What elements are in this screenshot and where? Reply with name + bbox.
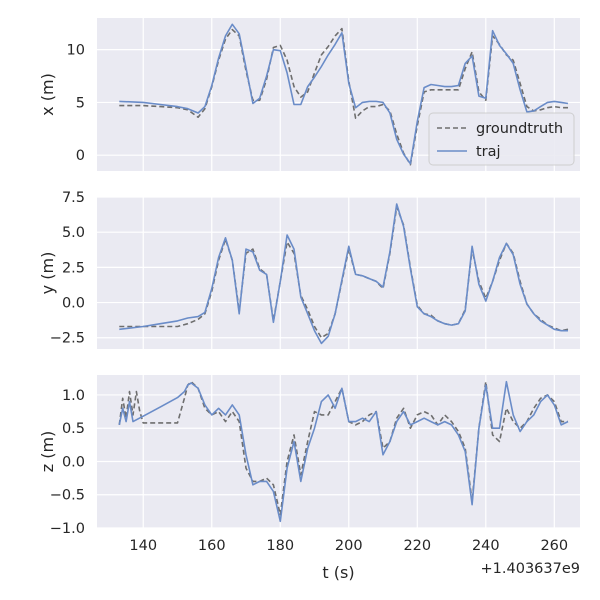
y-tick-label: 0.0 (62, 296, 85, 312)
series-line-traj (118, 380, 569, 523)
y-tick-label: 10 (67, 43, 85, 59)
y-tick-label: −2.5 (50, 331, 85, 347)
plot-background (97, 197, 580, 349)
x-tick-label: 160 (198, 538, 226, 554)
x-axis-offset-label: +1.403637e9 (481, 561, 580, 577)
y-tick-label: 7.5 (62, 190, 85, 206)
x-tick-label: 180 (266, 538, 294, 554)
x-tick-label: 140 (129, 538, 157, 554)
y-axis-label: x (m) (38, 73, 57, 116)
series-line-traj (119, 23, 569, 165)
y-tick-label: 0.0 (62, 454, 85, 470)
x-tick-label: 260 (540, 538, 568, 554)
legend-entry: traj (476, 144, 501, 160)
y-tick-label: 1.0 (62, 388, 85, 404)
x-axis-label: t (s) (322, 563, 354, 582)
y-tick-label: 5 (76, 95, 85, 111)
series-line-groundtruth (119, 27, 568, 166)
x-tick-label: 240 (472, 538, 500, 554)
z-position-panel: −1.0 −0.5 0.0 0.5 1.0 z (m) 140 160 180 200 220 240… (38, 375, 580, 582)
y-axis-label: y (m) (38, 252, 57, 295)
y-position-panel: −2.5 0.0 2.5 5.0 7.5 y (m) (38, 190, 580, 349)
x-tick-label: 200 (335, 538, 363, 554)
legend-entry: groundtruth (476, 121, 563, 137)
y-axis-label: z (m) (38, 431, 57, 473)
y-tick-label: −1.0 (50, 521, 85, 537)
y-tick-label: 5.0 (62, 225, 85, 241)
legend: groundtruth traj (428, 112, 575, 166)
legend-box (428, 112, 575, 166)
x-tick-label: 220 (403, 538, 431, 554)
series-line-traj (119, 203, 568, 345)
y-tick-label: 0.5 (62, 421, 85, 437)
x-position-panel: 0 5 10 x (m) groundtruth traj (38, 18, 580, 171)
y-tick-label: 0 (76, 148, 85, 164)
y-tick-label: 2.5 (62, 260, 85, 276)
y-tick-label: −0.5 (50, 488, 85, 504)
